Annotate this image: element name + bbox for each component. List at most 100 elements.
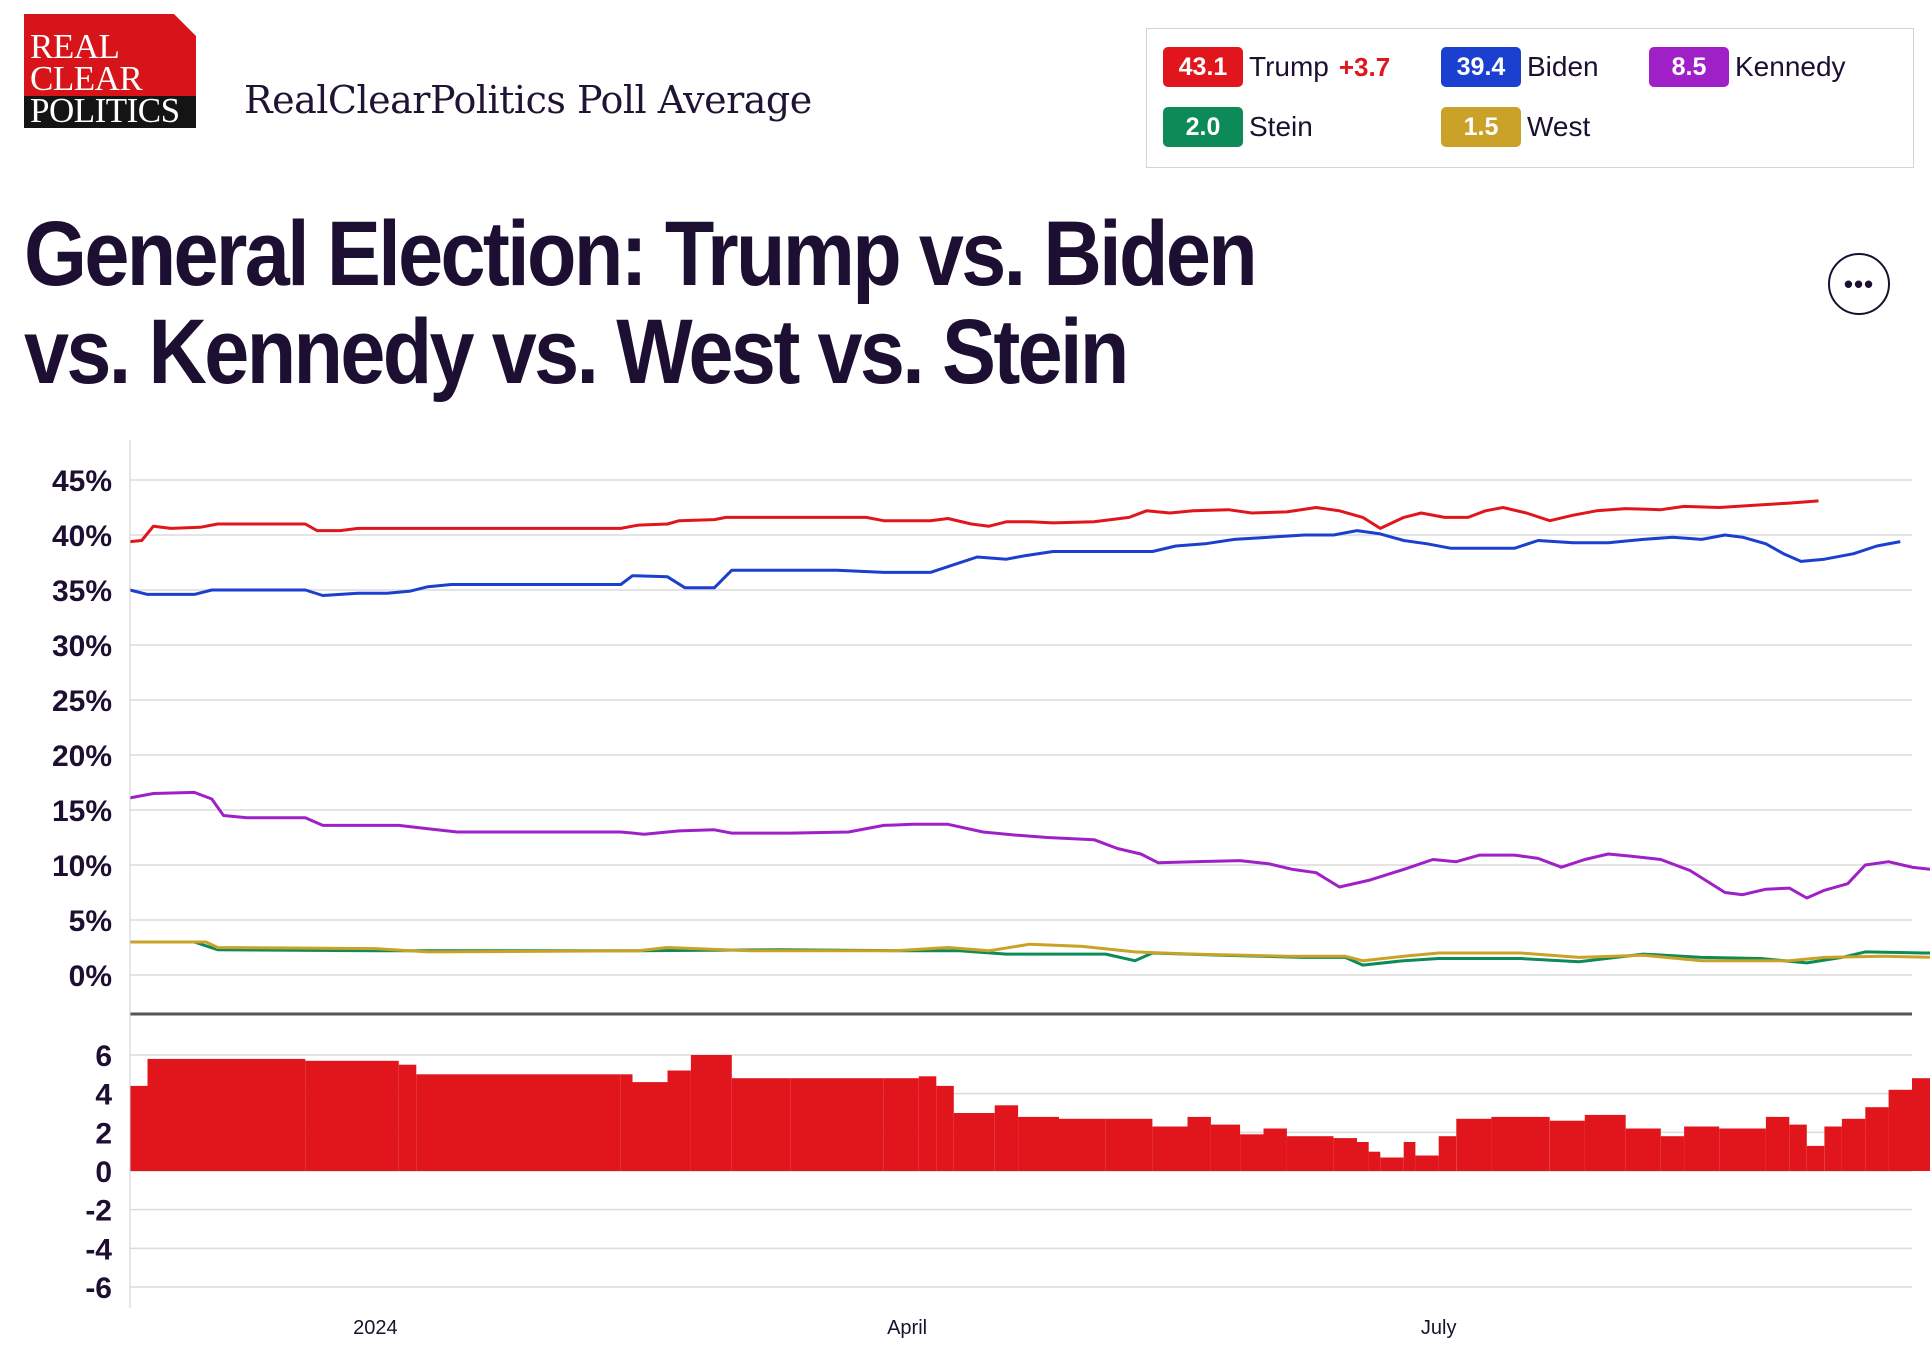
- spread-bar[interactable]: [1380, 1157, 1404, 1172]
- spread-bar[interactable]: [731, 1078, 791, 1171]
- headline-line-1: General Election: Trump vs. Biden: [24, 203, 1258, 305]
- spread-bar[interactable]: [1660, 1136, 1685, 1171]
- chart-headline: General Election: Trump vs. Biden vs. Ke…: [24, 203, 1258, 401]
- site-title: RealClearPolitics Poll Average: [244, 78, 812, 122]
- spread-bar[interactable]: [147, 1058, 306, 1171]
- spread-bar[interactable]: [1286, 1136, 1334, 1171]
- y-tick-label: 5%: [69, 905, 112, 938]
- logo-word-real: REAL: [30, 27, 120, 66]
- legend-name: West: [1527, 111, 1591, 142]
- spread-bar[interactable]: [1263, 1128, 1287, 1172]
- spread-bar[interactable]: [1357, 1142, 1369, 1171]
- chart-svg[interactable]: 45%40%35%30%25%20%15%10%5%0% 6420-2-4-6 …: [0, 440, 1930, 1352]
- spread-bar[interactable]: [620, 1074, 633, 1171]
- y-tick-label: -2: [85, 1195, 112, 1228]
- series-line-kennedy[interactable]: [129, 790, 1930, 900]
- logo-word-clear: CLEAR: [30, 59, 143, 98]
- spread-bar[interactable]: [130, 1085, 148, 1171]
- y-tick-label: 2: [95, 1117, 112, 1150]
- spread-bar[interactable]: [918, 1076, 937, 1171]
- spread-bar[interactable]: [953, 1113, 995, 1171]
- legend-value-badge: 1.5: [1441, 107, 1521, 147]
- spread-bar[interactable]: [1841, 1118, 1866, 1171]
- y-tick-label: 25%: [52, 685, 112, 718]
- line-chart-y-ticks: 45% 40% 35% 30% 25% 20% 15% 10% 5% 0%: [52, 465, 112, 993]
- legend-name: Trump: [1249, 51, 1329, 82]
- y-tick-label: 30%: [52, 630, 112, 663]
- legend-box: 43.1 Trump +3.7 39.4 Biden 8.5 Kennedy 2…: [1146, 28, 1914, 168]
- spread-bar[interactable]: [398, 1064, 417, 1171]
- spread-bar[interactable]: [1625, 1128, 1661, 1172]
- spread-bar[interactable]: [1789, 1124, 1807, 1171]
- spread-bar[interactable]: [883, 1078, 919, 1171]
- legend-spread: +3.7: [1338, 51, 1391, 82]
- more-options-button[interactable]: •••: [1828, 253, 1890, 315]
- spread-bar[interactable]: [1187, 1116, 1211, 1171]
- y-tick-label: 0%: [69, 960, 112, 993]
- bar-chart-bars: [130, 1055, 1930, 1171]
- y-tick-label: 40%: [52, 520, 112, 553]
- spread-bar[interactable]: [994, 1105, 1019, 1171]
- legend-value-badge: 8.5: [1649, 47, 1729, 87]
- legend-item-west[interactable]: 1.5 West: [1441, 107, 1590, 147]
- series-line-trump[interactable]: [129, 499, 1819, 544]
- y-tick-label: 6: [95, 1040, 112, 1073]
- series-line-west[interactable]: [130, 940, 1930, 963]
- spread-bar[interactable]: [1210, 1124, 1241, 1171]
- spread-bar[interactable]: [1888, 1089, 1912, 1171]
- spread-bar[interactable]: [1368, 1151, 1381, 1171]
- y-tick-label: -6: [85, 1272, 112, 1305]
- y-tick-label: 45%: [52, 465, 112, 498]
- spread-bar[interactable]: [1018, 1116, 1059, 1171]
- spread-bar[interactable]: [1765, 1116, 1790, 1171]
- legend-value-badge: 43.1: [1163, 47, 1243, 87]
- spread-bar[interactable]: [632, 1082, 668, 1171]
- rcp-logo[interactable]: REAL CLEAR POLITICS: [24, 14, 196, 128]
- spread-bar[interactable]: [1456, 1118, 1492, 1171]
- spread-bar[interactable]: [1912, 1078, 1930, 1171]
- spread-bar[interactable]: [1584, 1114, 1626, 1171]
- x-tick-label: July: [1421, 1317, 1457, 1339]
- spread-bar[interactable]: [1719, 1128, 1766, 1172]
- legend-value-badge: 2.0: [1163, 107, 1243, 147]
- y-tick-label: 0: [95, 1156, 112, 1189]
- spread-bar[interactable]: [1240, 1134, 1264, 1171]
- line-chart-series: [129, 499, 1930, 967]
- spread-bar[interactable]: [1415, 1155, 1439, 1172]
- spread-bar[interactable]: [1684, 1126, 1720, 1172]
- spread-bar[interactable]: [667, 1070, 691, 1172]
- spread-bar[interactable]: [936, 1085, 954, 1171]
- spread-bar[interactable]: [1438, 1136, 1457, 1171]
- spread-bar[interactable]: [1865, 1107, 1889, 1171]
- spread-bar[interactable]: [305, 1060, 399, 1171]
- bar-chart-y-ticks: 6 4 2 0 -2 -4 -6: [85, 1040, 112, 1305]
- spread-bar[interactable]: [790, 1078, 884, 1171]
- series-line-biden[interactable]: [129, 529, 1901, 597]
- x-tick-label: April: [887, 1317, 927, 1339]
- legend-name: Biden: [1527, 51, 1599, 82]
- spread-bar[interactable]: [690, 1055, 732, 1171]
- spread-bar[interactable]: [1549, 1120, 1585, 1171]
- legend-item-stein[interactable]: 2.0 Stein: [1163, 107, 1313, 147]
- spread-bar[interactable]: [1403, 1142, 1416, 1171]
- y-tick-label: 35%: [52, 575, 112, 608]
- spread-bar[interactable]: [416, 1074, 621, 1171]
- legend-item-trump[interactable]: 43.1 Trump +3.7: [1163, 47, 1390, 87]
- spread-bar[interactable]: [1824, 1126, 1842, 1172]
- legend-value-badge: 39.4: [1441, 47, 1521, 87]
- legend-item-biden[interactable]: 39.4 Biden: [1441, 47, 1599, 87]
- spread-bar[interactable]: [1059, 1118, 1106, 1171]
- legend-name: Kennedy: [1735, 51, 1846, 82]
- logo-word-politics: POLITICS: [24, 93, 196, 128]
- y-tick-label: 20%: [52, 740, 112, 773]
- x-axis-ticks: 2024 April July: [353, 1317, 1456, 1339]
- legend-item-kennedy[interactable]: 8.5 Kennedy: [1649, 47, 1846, 87]
- spread-bar[interactable]: [1105, 1118, 1153, 1171]
- y-tick-label: 10%: [52, 850, 112, 883]
- spread-bar[interactable]: [1333, 1138, 1357, 1171]
- spread-bar[interactable]: [1491, 1116, 1550, 1171]
- x-tick-label: 2024: [353, 1317, 398, 1339]
- y-tick-label: 4: [95, 1079, 112, 1112]
- spread-bar[interactable]: [1806, 1145, 1825, 1171]
- spread-bar[interactable]: [1152, 1126, 1188, 1172]
